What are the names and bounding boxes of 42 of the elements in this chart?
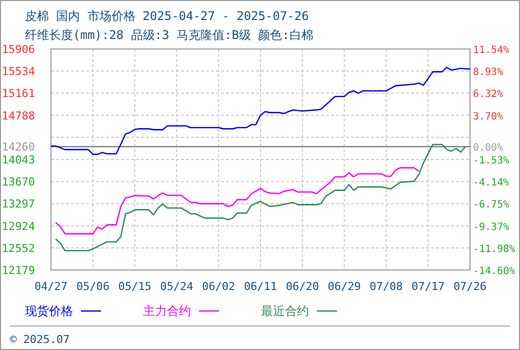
legend-label: 主力合约 [143, 304, 191, 318]
x-tick-label: 06/20 [286, 280, 319, 293]
y-tick-label: 14788 [2, 109, 35, 122]
y-tick-label: 15906 [2, 43, 35, 56]
x-tick-label: 04/27 [34, 280, 68, 293]
x-tick-label: 05/15 [118, 280, 152, 293]
line-series [55, 144, 466, 252]
x-tick-label: 06/29 [328, 280, 361, 293]
y2-tick-label: 0.00% [473, 142, 504, 154]
chart-title: 皮棉 国内 市场价格 2025-04-27 - 2025-07-26 [25, 9, 309, 23]
text: © 2025.07 [10, 333, 70, 346]
x-tick-label: 06/02 [202, 280, 236, 293]
y2-tick-label: -1.53% [473, 156, 510, 166]
y2-tick-label: -11.98% [473, 244, 516, 255]
y-tick-label: 13670 [2, 176, 35, 189]
x-tick-label: 06/11 [244, 280, 278, 293]
y2-tick-label: 3.70% [473, 111, 504, 122]
y-tick-label: 15161 [2, 87, 35, 100]
y-tick-label: 12924 [2, 220, 36, 233]
x-tick-label: 05/06 [76, 280, 110, 293]
y-tick-label: 15534 [2, 65, 36, 78]
legend-label: 现货价格 [25, 304, 73, 318]
y-tick-label: 12179 [2, 264, 35, 277]
line-series [50, 66, 471, 155]
y-tick-label: 14260 [2, 140, 35, 154]
y-tick-label: 12552 [2, 242, 35, 255]
y2-tick-label: 8.93% [473, 67, 504, 78]
x-tick-label: 07/08 [370, 280, 403, 293]
y2-tick-label: -9.37% [473, 222, 510, 233]
y2-tick-label: -4.14% [473, 178, 510, 189]
y2-tick-label: -6.75% [473, 200, 510, 211]
y2-tick-label: 6.32% [473, 89, 504, 100]
x-tick-label: 07/26 [453, 280, 487, 293]
legend-label: 最近合约 [261, 304, 309, 318]
y-tick-label: 13297 [2, 198, 35, 211]
y2-tick-label: 11.54% [473, 45, 510, 56]
line-series [55, 167, 420, 234]
y-tick-label: 14043 [2, 153, 35, 166]
x-tick-label: 05/24 [160, 280, 194, 293]
chart-subtitle: 纤维长度(mm):28 品级:3 马克隆值:B级 颜色:白棉 [25, 28, 314, 42]
y2-tick-label: -14.60% [473, 266, 516, 277]
x-tick-label: 07/17 [412, 280, 445, 293]
